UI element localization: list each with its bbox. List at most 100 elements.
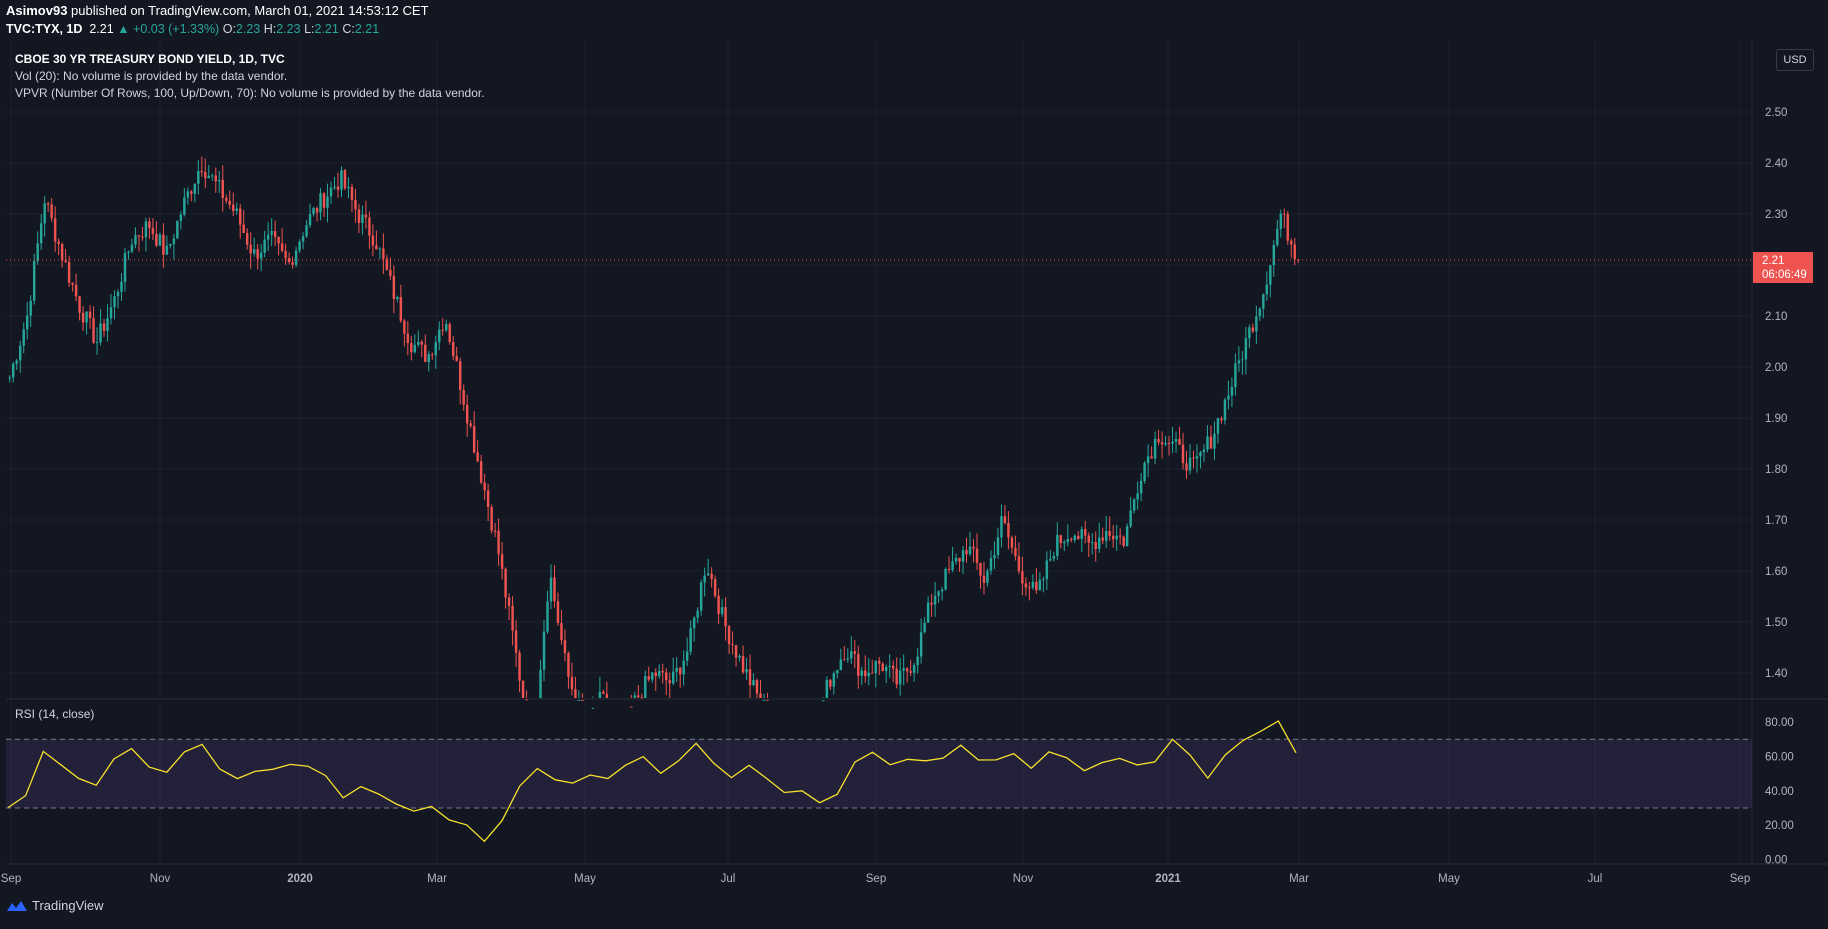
candle-body — [1293, 244, 1296, 260]
candle-body — [406, 333, 410, 343]
candle-body — [724, 607, 727, 627]
candle-body — [43, 203, 46, 224]
candle-body — [490, 507, 493, 531]
high-value: 2.23 — [276, 22, 301, 36]
candle-body — [961, 550, 965, 562]
footer-brand[interactable]: TradingView — [6, 898, 104, 913]
candle-body — [717, 595, 720, 615]
candle-body — [560, 622, 563, 641]
chart-title: CBOE 30 YR TREASURY BOND YIELD, 1D, TVC — [15, 52, 285, 66]
price-tick-label: 2.10 — [1765, 311, 1787, 323]
candle-body — [839, 659, 843, 670]
candle-body — [514, 630, 518, 653]
price-tick-label: 1.40 — [1765, 668, 1787, 680]
candle-body — [25, 315, 29, 330]
time-tick-label: May — [574, 873, 596, 885]
candle-body — [741, 656, 745, 673]
candle-body — [1234, 363, 1237, 387]
candle-body — [1251, 327, 1255, 332]
candle-body — [211, 175, 214, 177]
candle-body — [74, 284, 78, 297]
candle-body — [462, 389, 465, 405]
candle-body — [884, 667, 888, 672]
candle-body — [204, 172, 207, 179]
candle-body — [846, 658, 850, 660]
candle-body — [986, 570, 989, 583]
candle-body — [1108, 531, 1111, 536]
candle-body — [1010, 537, 1014, 548]
rsi-indicator-label[interactable]: RSI (14, close) — [15, 707, 95, 721]
candle-body — [1290, 240, 1293, 245]
candle-body — [193, 183, 197, 194]
candle-body — [577, 699, 581, 701]
candle-body — [640, 697, 644, 699]
vol-indicator-label[interactable]: Vol (20): No volume is provided by the d… — [15, 69, 288, 83]
candle-body — [155, 234, 158, 246]
candle-body — [200, 170, 204, 173]
candle-body — [912, 665, 916, 673]
candle-body — [909, 671, 912, 673]
published-text: published on TradingView.com, March 01, … — [71, 3, 429, 18]
candle-body — [486, 490, 490, 508]
candle-body — [46, 203, 50, 205]
candle-body — [389, 269, 392, 276]
candle-body — [451, 342, 455, 357]
candle-body — [315, 207, 319, 213]
rsi-tick-label: 40.00 — [1765, 786, 1794, 798]
rsi-band-fill — [6, 739, 1752, 808]
candle-body — [661, 670, 664, 673]
candle-body — [371, 235, 375, 246]
vpvr-indicator-label[interactable]: VPVR (Number Of Rows, 100, Up/Down, 70):… — [15, 86, 485, 100]
candle-body — [364, 214, 368, 218]
candle-body — [36, 243, 39, 261]
candle-body — [235, 208, 238, 212]
candle-body — [1080, 529, 1083, 539]
candle-body — [762, 699, 766, 701]
candle-body — [64, 260, 67, 262]
candle-body — [469, 423, 472, 427]
candle-body — [1111, 535, 1115, 540]
candle-body — [891, 665, 895, 669]
candle-body — [410, 342, 413, 353]
candle-body — [85, 311, 88, 323]
candle-body — [109, 307, 113, 319]
candle-body — [190, 191, 193, 194]
open-label: O: — [222, 22, 236, 36]
candle-body — [745, 669, 748, 673]
candle-body — [871, 672, 874, 674]
candle-body — [60, 244, 64, 261]
candle-body — [982, 575, 986, 583]
candle-body — [141, 236, 144, 238]
price-tick-label: 1.60 — [1765, 566, 1787, 578]
price-tick-label: 2.00 — [1765, 362, 1787, 374]
candle-body — [944, 568, 947, 590]
candle-body — [441, 329, 444, 331]
close-value: 2.21 — [354, 22, 380, 36]
candle-body — [710, 573, 713, 580]
candle-body — [1283, 213, 1286, 215]
currency-button[interactable]: USD — [1776, 49, 1814, 71]
candle-body — [22, 329, 25, 346]
candle-body — [249, 244, 252, 254]
candle-body — [1042, 579, 1045, 581]
candle-body — [340, 170, 343, 190]
rsi-tick-label: 60.00 — [1765, 751, 1794, 763]
price-tick-label: 1.50 — [1765, 617, 1787, 629]
candle-body — [668, 680, 671, 684]
candle-body — [755, 680, 759, 694]
candle-body — [654, 672, 657, 677]
candle-body — [1045, 560, 1049, 580]
candle-body — [1230, 386, 1234, 396]
candle-body — [305, 225, 308, 237]
candle-body — [1174, 438, 1178, 442]
candle-body — [874, 660, 877, 674]
candle-body — [1279, 213, 1283, 229]
candle-body — [113, 296, 116, 308]
candle-body — [860, 670, 863, 676]
candle-body — [972, 546, 975, 549]
candle-body — [319, 193, 322, 213]
author-name[interactable]: Asimov93 — [6, 3, 68, 18]
candle-body — [95, 342, 99, 344]
candle-body — [937, 591, 940, 596]
